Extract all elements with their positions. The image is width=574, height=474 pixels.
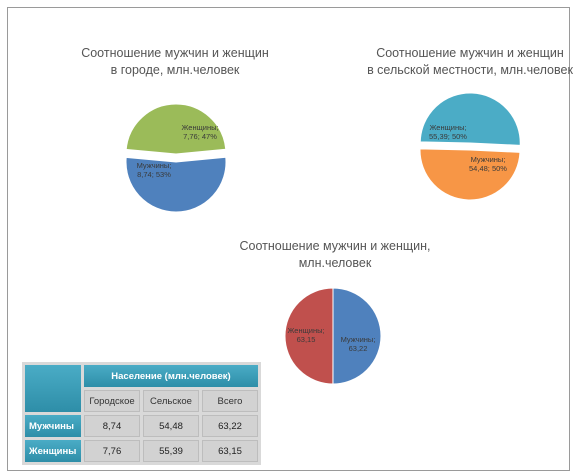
table-cell: 54,48 [143, 415, 199, 437]
pie-data-label: 7,76; 47% [183, 132, 217, 141]
chart-title-city: Соотношение мужчин и женщин в городе, мл… [60, 45, 290, 79]
table-column-header: Сельское [143, 390, 199, 412]
pie-data-label: 55,39; 50% [429, 132, 467, 141]
pie-data-label: 63,22 [349, 344, 368, 353]
chart-title-line: в сельской местности, млн.человек [367, 63, 573, 77]
chart-title-rural: Соотношение мужчин и женщин в сельской м… [355, 45, 574, 79]
pie-slice-women [125, 103, 227, 155]
pie-slice-men [332, 287, 382, 385]
table-cell: 55,39 [143, 440, 199, 462]
pie-data-label: 63,15 [297, 335, 316, 344]
table-column-header: Городское [84, 390, 140, 412]
table-cell: 8,74 [84, 415, 140, 437]
table-row-header: Женщины [25, 440, 81, 462]
table-cell: 63,15 [202, 440, 258, 462]
chart-title-total: Соотношение мужчин и женщин, млн.человек [220, 238, 450, 272]
chart-title-line: млн.человек [298, 256, 372, 270]
table-row-header: Мужчины [25, 415, 81, 437]
table-cell: 7,76 [84, 440, 140, 462]
table-header: Население (млн.человек) [84, 365, 258, 387]
chart-title-line: Соотношение мужчин и женщин [81, 46, 269, 60]
population-table: Население (млн.человек) Городское Сельск… [22, 362, 261, 465]
pie-data-label: Мужчины; [471, 155, 506, 164]
pie-data-label: Женщины; [429, 123, 466, 132]
pie-data-label: Женщины; [181, 123, 218, 132]
pie-data-label: Женщины; [287, 326, 324, 335]
pie-data-label: 54,48; 50% [469, 164, 507, 173]
pie-slice-men [419, 148, 521, 201]
pie-data-label: Мужчины; [137, 161, 172, 170]
pie-slice-men [125, 156, 227, 213]
table-column-header: Всего [202, 390, 258, 412]
chart-title-line: в городе, млн.человек [110, 63, 240, 77]
pie-slice-women [284, 287, 334, 385]
pie-data-label: Мужчины; [341, 335, 376, 344]
pie-slice-women [419, 92, 521, 146]
pie-data-label: 8,74; 53% [137, 170, 171, 179]
chart-title-line: Соотношение мужчин и женщин, [239, 239, 431, 253]
table-corner-cell [25, 365, 81, 412]
table-cell: 63,22 [202, 415, 258, 437]
chart-title-line: Соотношение мужчин и женщин [376, 46, 564, 60]
